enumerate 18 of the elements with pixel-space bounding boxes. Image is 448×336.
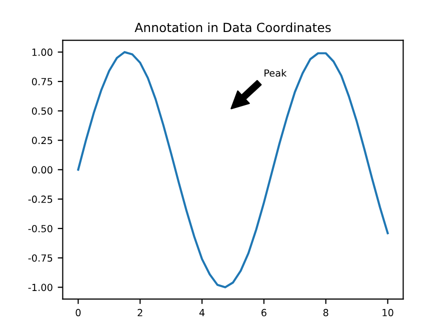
x-tick-label: 10: [382, 308, 394, 316]
x-tick-label: 8: [323, 308, 328, 316]
y-tick-label: -0.25: [28, 196, 52, 203]
y-tick-label: 1.00: [32, 48, 52, 56]
y-tick-label: 0.25: [32, 136, 52, 144]
x-tick-label: 2: [138, 308, 142, 316]
y-tick-label: 0.50: [32, 107, 52, 115]
y-tick-label: -0.50: [28, 224, 52, 232]
y-tick-label: -0.75: [28, 254, 52, 262]
x-tick-label: 0: [76, 308, 81, 316]
chart-title: Annotation in Data Coordinates: [134, 22, 331, 32]
y-tick-label: -1.00: [28, 284, 52, 292]
x-tick-label: 6: [262, 308, 266, 316]
y-tick-label: 0.75: [32, 78, 52, 86]
x-tick-label: 4: [199, 309, 205, 316]
line-series: [77, 51, 389, 288]
annotation: Peak: [264, 69, 287, 77]
y-tick-label: 0.00: [32, 166, 52, 174]
